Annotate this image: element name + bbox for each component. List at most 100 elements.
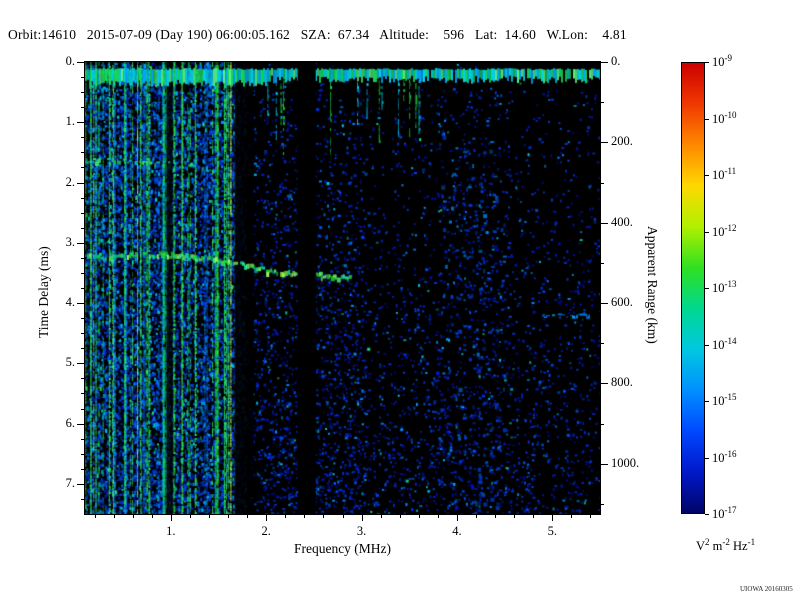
header-info: Orbit:14610 2015-07-09 (Day 190) 06:00:0… [8,27,627,42]
axis-tick [600,262,604,264]
axis-tick [399,514,401,518]
axis-tick [304,514,306,518]
axis-tick [456,514,458,521]
axis-tick [151,514,153,518]
y-axis-title-left: Time Delay (ms) [36,246,51,338]
axis-tick [552,514,554,521]
x-axis-title: Frequency (MHz) [293,541,392,556]
tick-label: 800. [611,375,633,390]
axis-tick [77,363,85,365]
axis-tick [81,438,85,440]
axis-tick [600,343,604,345]
tick-label: 400. [611,214,633,229]
colorbar-tick-label: 10-12 [712,222,737,239]
axis-tick [170,514,172,521]
colorbar-tick-label: 10-11 [712,166,737,183]
tick-label: 5. [65,355,75,370]
axis-tick [228,514,230,518]
colorbar-gradient [681,62,705,514]
colorbar-tick [705,514,709,515]
axis-tick [285,514,287,518]
axis-tick [361,514,363,521]
colorbar-tick [705,175,709,176]
colorbar-tick [705,231,709,233]
axis-tick [266,514,268,521]
axis-tick [81,197,85,199]
axis-tick [81,498,85,500]
axis-tick [81,107,85,109]
tick-label: 7. [65,475,75,490]
axis-tick [81,272,85,274]
axis-tick [94,514,96,518]
colorbar-tick-label: 10-17 [712,505,737,522]
tick-label: 2. [261,524,271,538]
axis-tick [600,182,604,184]
tick-label: 1. [65,114,75,129]
axis-tick [77,483,85,485]
axis-tick [600,503,604,505]
axis-tick [81,288,85,289]
axis-tick [77,122,85,124]
axis-tick [81,393,85,395]
axis-tick [247,514,249,518]
axis-tick [81,348,85,350]
colorbar-tick [705,62,709,63]
tick-label: 3. [356,524,367,538]
axis-tick [81,468,85,470]
colorbar-tick-label: 10-9 [712,53,732,70]
colorbar-tick [705,401,709,402]
axis-tick [342,514,344,518]
colorbar-tick [705,118,709,120]
axis-tick [81,318,85,320]
colorbar-unit: V2 m-2 Hz-1 [696,537,756,554]
colorbar-tick [705,457,709,459]
axis-tick [81,92,85,94]
tick-label: 1000. [611,455,640,470]
axis-tick [495,514,497,518]
axis-tick [600,102,604,104]
axis-tick [600,463,608,465]
axis-tick [81,212,85,214]
tick-label: 0. [65,54,75,68]
axis-tick [81,77,85,79]
axis-tick [77,182,85,184]
tick-label: 1. [166,524,176,538]
axis-tick [476,514,478,518]
axis-tick [113,514,115,518]
tick-label: 6. [65,415,75,430]
y-axis-title-right: Apparent Range (km) [645,226,660,344]
axis-tick [600,62,608,63]
axis-tick [600,142,608,144]
colorbar-tick-label: 10-13 [712,279,737,296]
colorbar-tick-label: 10-10 [712,109,737,126]
tick-label: 5. [547,524,557,538]
axis-tick [380,514,382,518]
tick-label: 3. [65,234,75,249]
axis-tick [600,423,604,425]
axis-tick [437,514,439,518]
axis-tick [600,222,608,224]
axis-tick [77,62,85,63]
colorbar-tick [705,344,709,346]
axis-tick [600,383,608,385]
axis-tick [418,514,420,518]
axis-tick [77,303,85,305]
axis-tick [590,514,592,518]
axis-tick [81,167,85,169]
axis-tick [208,514,210,518]
tick-label: 2. [65,174,75,189]
axis-tick [132,514,134,518]
axis-tick [571,514,573,518]
colorbar-tick-label: 10-16 [712,448,737,465]
axis-tick [81,137,85,139]
axis-tick [323,514,325,518]
axis-tick [81,453,85,455]
tick-label: 600. [611,295,633,310]
ionogram-canvas [85,62,600,514]
tick-label: 200. [611,134,633,149]
axis-tick [81,257,85,259]
axis-tick [77,423,85,425]
axis-tick [81,408,85,410]
axis-tick [514,514,516,518]
